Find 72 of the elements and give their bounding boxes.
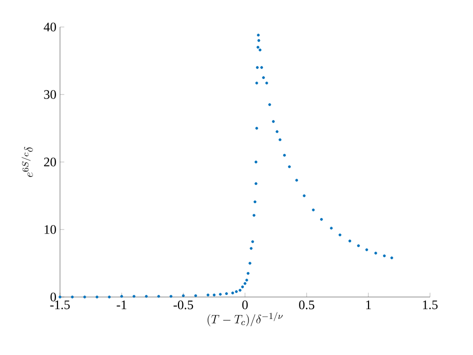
point xyxy=(348,240,352,242)
point xyxy=(278,138,282,142)
point xyxy=(218,292,222,296)
point xyxy=(283,154,286,157)
point xyxy=(255,126,258,130)
point xyxy=(262,76,265,80)
point xyxy=(312,208,315,212)
point xyxy=(272,120,275,123)
point xyxy=(357,244,360,248)
point xyxy=(265,82,268,84)
point xyxy=(254,160,258,164)
x-axis-title: $(T-T_c)/\delta^{-1/\nu}$ xyxy=(208,312,283,326)
point xyxy=(258,48,262,52)
point xyxy=(157,294,160,298)
point xyxy=(256,34,260,36)
y-tick-label: 10 xyxy=(44,225,56,234)
point xyxy=(234,290,238,293)
x-tick-label: -1.5 xyxy=(50,300,70,310)
point xyxy=(256,46,260,49)
point xyxy=(276,130,278,134)
point xyxy=(120,294,124,298)
y-axis-title: $e^{6S/c}\delta$ xyxy=(22,146,33,177)
point xyxy=(248,262,252,265)
point xyxy=(251,240,254,244)
point xyxy=(338,234,342,236)
point xyxy=(83,296,86,298)
point xyxy=(250,247,253,250)
point xyxy=(295,178,298,182)
point xyxy=(144,294,148,298)
point xyxy=(256,66,259,69)
point xyxy=(70,296,74,298)
x-tick-label: 1.5 xyxy=(423,300,438,310)
point xyxy=(212,294,216,296)
point xyxy=(132,294,136,298)
point xyxy=(268,103,272,106)
point xyxy=(254,200,256,204)
x-tick-label: 1 xyxy=(366,300,371,310)
x-tick-label: 0 xyxy=(242,300,248,310)
y-tick-label: 0 xyxy=(50,292,56,302)
point xyxy=(382,254,386,258)
point xyxy=(365,248,368,252)
point xyxy=(260,66,264,69)
point xyxy=(252,214,256,217)
point xyxy=(390,256,394,260)
x-tick-label: 0.5 xyxy=(299,300,314,310)
point xyxy=(225,292,228,296)
point xyxy=(254,182,258,185)
point xyxy=(374,252,378,255)
x-tick-label: -0.5 xyxy=(174,300,194,310)
point xyxy=(245,278,248,282)
point xyxy=(257,39,260,42)
x-tick-label: -1 xyxy=(116,300,126,310)
point xyxy=(108,296,111,298)
point xyxy=(288,165,291,168)
point xyxy=(330,226,333,230)
point xyxy=(231,292,234,294)
point xyxy=(170,294,172,298)
y-tick-label: 20 xyxy=(44,158,56,166)
point xyxy=(241,285,244,288)
y-tick-label: 40 xyxy=(44,22,56,32)
point xyxy=(58,296,62,298)
point xyxy=(96,296,98,298)
point xyxy=(246,272,250,275)
point xyxy=(182,294,185,298)
point xyxy=(320,218,323,221)
point xyxy=(238,288,242,292)
point xyxy=(206,294,210,296)
y-tick-label: 30 xyxy=(44,90,56,99)
point xyxy=(244,282,246,285)
point xyxy=(194,294,198,298)
point xyxy=(302,194,306,198)
point xyxy=(255,82,258,84)
